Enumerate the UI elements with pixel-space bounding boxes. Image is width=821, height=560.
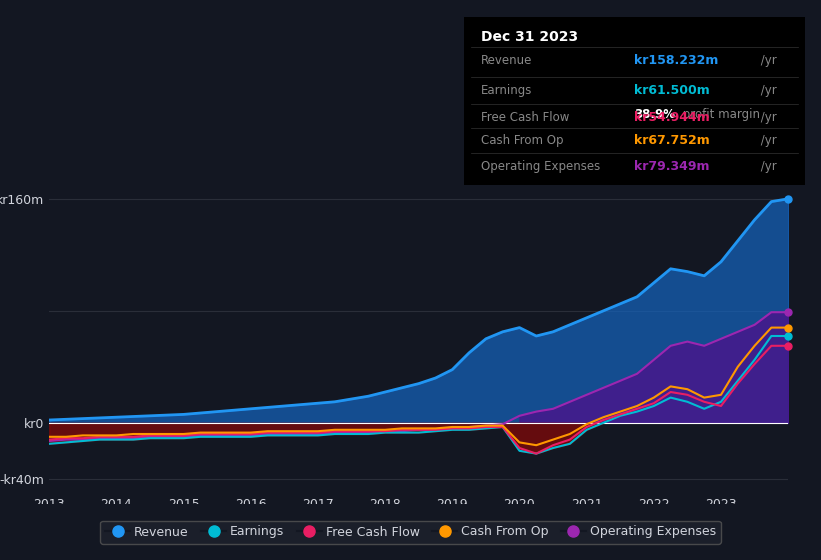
Text: profit margin: profit margin: [678, 108, 759, 120]
Text: Dec 31 2023: Dec 31 2023: [481, 30, 578, 44]
Text: /yr: /yr: [757, 160, 777, 172]
Text: kr79.349m: kr79.349m: [635, 160, 709, 172]
Text: /yr: /yr: [757, 84, 777, 97]
Legend: Revenue, Earnings, Free Cash Flow, Cash From Op, Operating Expenses: Revenue, Earnings, Free Cash Flow, Cash …: [100, 520, 721, 544]
Text: kr61.500m: kr61.500m: [635, 84, 710, 97]
Text: /yr: /yr: [757, 54, 777, 67]
Text: /yr: /yr: [757, 134, 777, 147]
Text: Cash From Op: Cash From Op: [481, 134, 563, 147]
Text: Earnings: Earnings: [481, 84, 532, 97]
Text: 38.9%: 38.9%: [635, 108, 675, 120]
Text: kr67.752m: kr67.752m: [635, 134, 710, 147]
Text: /yr: /yr: [757, 111, 777, 124]
Text: kr158.232m: kr158.232m: [635, 54, 718, 67]
Text: Operating Expenses: Operating Expenses: [481, 160, 600, 172]
Text: Free Cash Flow: Free Cash Flow: [481, 111, 569, 124]
Text: Revenue: Revenue: [481, 54, 532, 67]
Text: kr54.944m: kr54.944m: [635, 111, 710, 124]
